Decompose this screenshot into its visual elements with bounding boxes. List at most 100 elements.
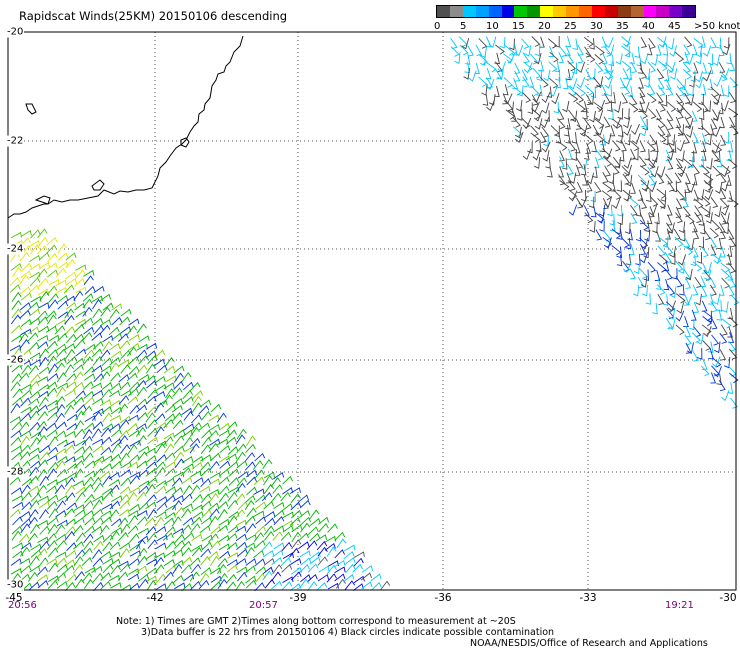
wind-barb (701, 246, 709, 258)
wind-barb (282, 475, 293, 485)
wind-barb (109, 551, 121, 559)
wind-barb (10, 262, 22, 271)
wind-barb (548, 61, 558, 72)
wind-barb (486, 100, 495, 112)
wind-barb (102, 491, 113, 501)
wind-barb (65, 348, 76, 360)
wind-barb (38, 396, 49, 407)
wind-barb (727, 262, 736, 274)
wind-barb (729, 372, 739, 384)
wind-barb (37, 237, 49, 247)
legend-label: >50 knots (694, 21, 740, 32)
wind-barb (651, 150, 659, 163)
wind-barb (481, 84, 488, 96)
wind-barb (145, 483, 156, 495)
wind-barb (236, 443, 247, 454)
wind-barb (29, 499, 40, 510)
wind-barb (19, 338, 30, 349)
wind-barb (665, 243, 674, 255)
wind-barb (127, 396, 139, 405)
wind-barb (119, 316, 131, 326)
wind-barb (300, 574, 312, 583)
wind-barb (707, 78, 714, 91)
wind-barb (254, 540, 266, 549)
wind-barb (255, 573, 266, 583)
wind-barb (647, 61, 656, 73)
wind-barb (91, 411, 103, 421)
wind-barb (281, 564, 293, 573)
wind-barb (606, 61, 613, 73)
wind-barb (609, 214, 615, 226)
wind-barb (136, 323, 147, 334)
wind-barb (534, 44, 541, 57)
wind-barb (109, 541, 121, 551)
wind-barb (683, 245, 694, 256)
wind-barb (576, 102, 586, 113)
wind-barb (521, 38, 530, 50)
wind-barb (640, 36, 647, 48)
wind-barb (532, 149, 541, 161)
wind-barb (20, 523, 31, 534)
wind-barb (111, 460, 122, 470)
wind-barb (108, 471, 120, 480)
wind-barb (218, 468, 230, 477)
wind-barb (282, 487, 294, 495)
wind-barb (719, 332, 728, 344)
wind-barb (126, 325, 137, 336)
wind-barb (245, 579, 257, 589)
wind-barb (190, 580, 202, 590)
wind-barb (56, 372, 67, 383)
wind-barb (576, 76, 586, 89)
wind-barb (621, 45, 632, 56)
wind-barb (690, 309, 697, 321)
wind-barb (109, 478, 121, 487)
wind-barb (126, 346, 137, 357)
wind-barb (245, 546, 255, 558)
wind-barb (299, 509, 311, 518)
wind-barb (594, 54, 604, 65)
wind-barb (299, 578, 310, 589)
wind-barb (182, 396, 194, 405)
wind-barb (701, 358, 708, 370)
wind-barb (63, 564, 75, 574)
wind-barb (65, 278, 78, 286)
wind-barb (711, 219, 721, 231)
wind-barb (246, 435, 256, 446)
wind-barb (63, 284, 75, 294)
legend-label: 20 (538, 21, 551, 32)
wind-barb (245, 443, 256, 454)
wind-barb (245, 534, 257, 541)
wind-barb (534, 118, 543, 130)
wind-barb (712, 126, 721, 138)
wind-barb (109, 357, 121, 366)
wind-barb (64, 364, 75, 375)
wind-barb (318, 516, 330, 525)
wind-barb (37, 566, 49, 576)
wind-barb (30, 492, 42, 502)
wind-barb (11, 324, 22, 334)
wind-barb (670, 141, 677, 153)
wind-barb (686, 342, 694, 355)
wind-barb (590, 190, 596, 203)
wind-barb (687, 238, 695, 251)
wind-barb (118, 395, 130, 405)
wind-barb (235, 580, 245, 591)
wind-barb (29, 581, 40, 591)
legend-label: 35 (616, 21, 629, 32)
wind-barb (200, 478, 212, 488)
wind-barb (92, 341, 104, 350)
legend-label: 0 (434, 21, 441, 32)
wind-barb (270, 492, 282, 503)
wind-barb (640, 124, 648, 137)
wind-barb (56, 332, 68, 342)
wind-barb (688, 318, 695, 331)
wind-barb (120, 444, 131, 454)
wind-barb (721, 389, 730, 402)
wind-barb (290, 501, 302, 511)
wind-barb (191, 422, 202, 432)
wind-barb (670, 253, 676, 265)
wind-barb (218, 518, 230, 526)
wind-barb (712, 109, 721, 122)
wind-barb (551, 92, 560, 105)
wind-barb (92, 516, 104, 526)
